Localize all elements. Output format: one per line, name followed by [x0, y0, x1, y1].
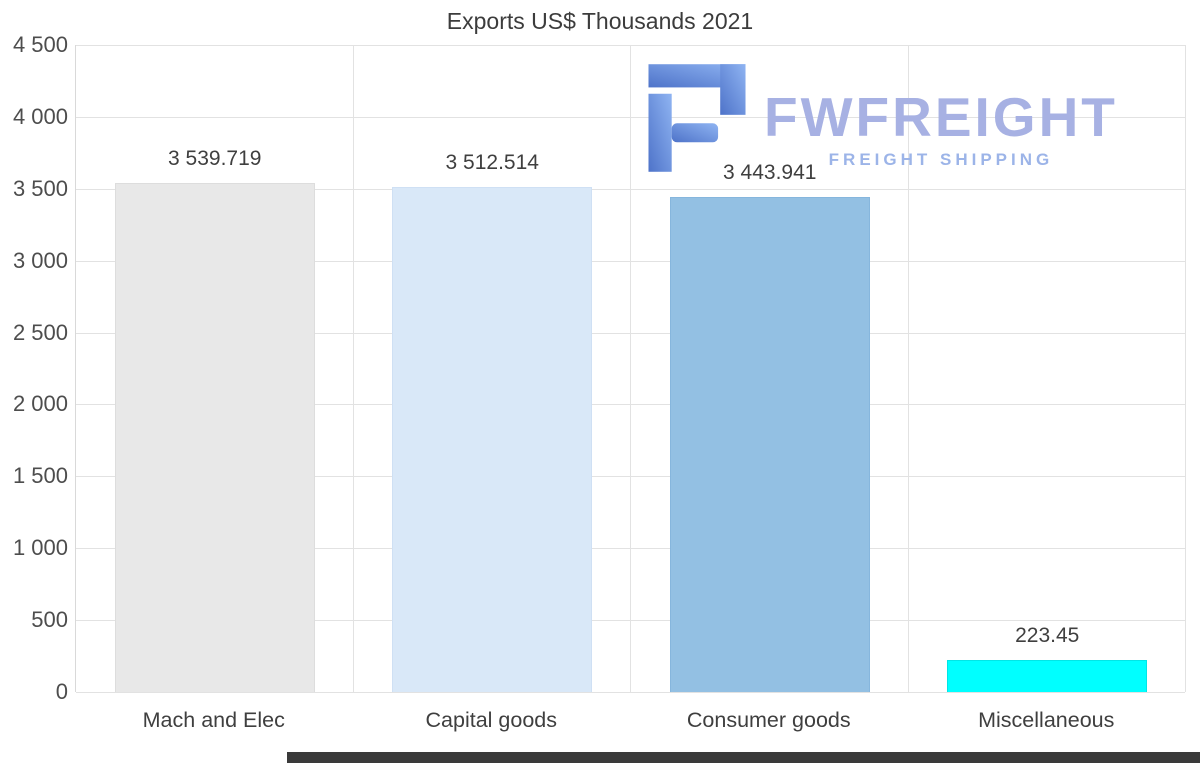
y-tick-label: 2 500 — [12, 319, 68, 345]
v-gridline — [1185, 45, 1186, 692]
fwfreight-logo-icon — [648, 64, 746, 172]
y-tick-label: 2 000 — [12, 391, 68, 417]
x-tick-label-miscellaneous: Miscellaneous — [978, 708, 1115, 732]
chart-title: Exports US$ Thousands 2021 — [446, 8, 754, 34]
y-tick-label: 1 000 — [12, 535, 68, 561]
x-tick-label-mach-and-elec: Mach and Elec — [142, 708, 285, 732]
bar-miscellaneous — [947, 659, 1148, 692]
bar-value-label: 3 443.941 — [723, 160, 817, 184]
v-gridline — [630, 45, 631, 692]
y-axis: 0 500 1 000 1 500 2 000 2 500 3 000 3 500 4 000 4… — [0, 0, 68, 763]
fwfreight-logo: FWFREIGHT FREIGHT SHIPPING — [644, 60, 1118, 176]
y-tick-label: 500 — [31, 607, 68, 633]
y-tick-label: 4 500 — [12, 32, 68, 57]
logo-name: FWFREIGHT — [764, 86, 1118, 148]
v-gridline — [907, 45, 909, 692]
logo-subtitle: FREIGHT SHIPPING — [828, 150, 1054, 169]
h-gridline — [76, 692, 1185, 693]
bar-value-label: 3 512.514 — [445, 150, 539, 174]
y-tick-label: 1 500 — [12, 463, 68, 489]
logo-text-block: FWFREIGHT FREIGHT SHIPPING — [764, 60, 1118, 170]
y-tick-label: 3 000 — [12, 247, 68, 273]
x-tick-label-capital-goods: Capital goods — [425, 708, 557, 732]
x-axis: Mach and Elec Capital goods Consumer goods… — [75, 708, 1185, 733]
x-tick-label-consumer-goods: Consumer goods — [686, 708, 851, 732]
bar-value-label: 223.45 — [1015, 623, 1080, 647]
y-tick-label: 4 000 — [12, 103, 68, 129]
bar-consumer-goods — [669, 196, 870, 692]
y-tick-label: 0 — [55, 679, 68, 704]
y-tick-label: 3 500 — [12, 175, 68, 201]
bottom-dark-strip — [287, 752, 1200, 763]
bar-capital-goods — [392, 186, 593, 692]
v-gridline — [352, 45, 354, 692]
bar-value-label: 3 539.719 — [168, 147, 262, 171]
bar-mach-and-elec — [114, 183, 315, 692]
plot-area: 3 539.719 3 512.514 3 443.941 223.45 — [75, 45, 1186, 693]
